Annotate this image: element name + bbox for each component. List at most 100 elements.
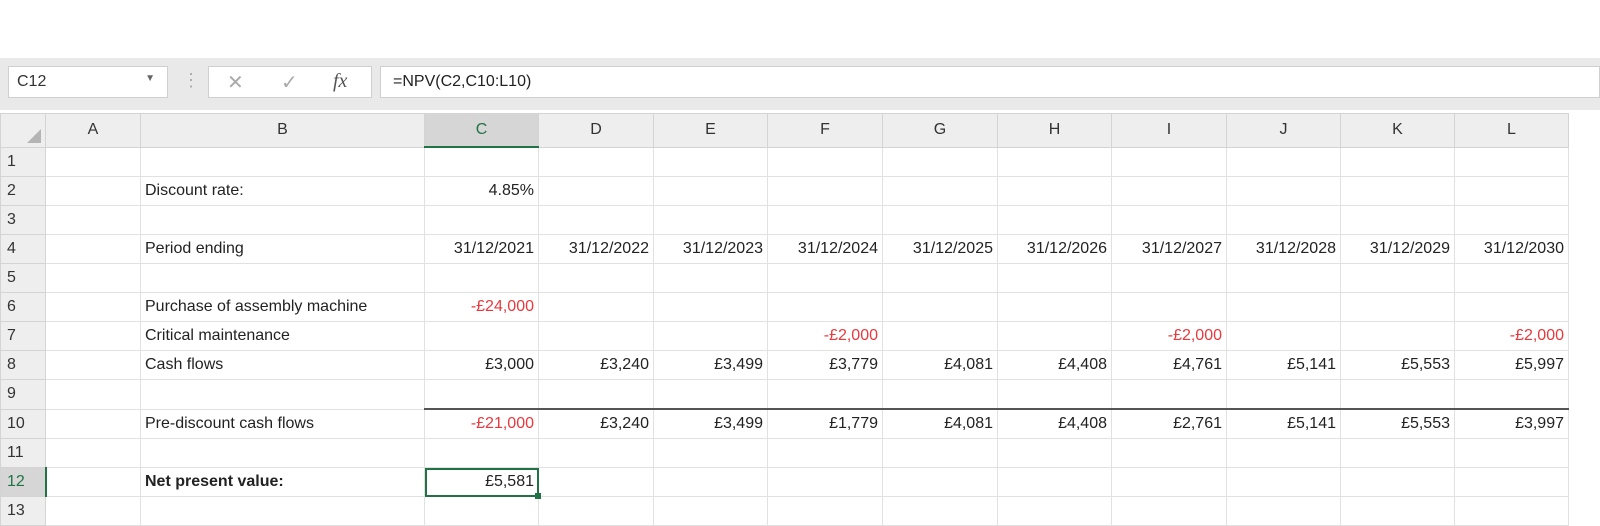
cell-K11[interactable] (1340, 438, 1455, 468)
cell-D5[interactable] (538, 263, 654, 293)
cell-L3[interactable] (1454, 205, 1569, 235)
column-header-A[interactable]: A (45, 113, 141, 148)
row-header[interactable]: 11 (0, 438, 46, 468)
cell-H3[interactable] (997, 205, 1112, 235)
cell-A5[interactable] (45, 263, 141, 293)
check-icon[interactable]: ✓ (281, 72, 298, 94)
row-header[interactable]: 8 (0, 350, 46, 380)
cell-B8[interactable]: Cash flows (140, 350, 425, 380)
cell-L11[interactable] (1454, 438, 1569, 468)
cell-I3[interactable] (1111, 205, 1227, 235)
cell-B5[interactable] (140, 263, 425, 293)
cell-D8[interactable]: £3,240 (538, 350, 654, 380)
cell-J2[interactable] (1226, 176, 1341, 206)
cell-K1[interactable] (1340, 146, 1455, 177)
cell-J12[interactable] (1226, 467, 1341, 497)
cell-D2[interactable] (538, 176, 654, 206)
cell-I2[interactable] (1111, 176, 1227, 206)
cell-J5[interactable] (1226, 263, 1341, 293)
cell-I6[interactable] (1111, 292, 1227, 322)
row-header[interactable]: 12 (0, 467, 47, 497)
cell-H13[interactable] (997, 496, 1112, 526)
cell-G1[interactable] (882, 146, 998, 177)
cell-H2[interactable] (997, 176, 1112, 206)
cell-D11[interactable] (538, 438, 654, 468)
fx-icon[interactable]: fx (333, 70, 348, 92)
cell-C11[interactable] (424, 438, 539, 468)
cell-I8[interactable]: £4,761 (1111, 350, 1227, 380)
cell-G7[interactable] (882, 321, 998, 351)
cell-E1[interactable] (653, 146, 768, 177)
formula-input[interactable]: =NPV(C2,C10:L10) (380, 66, 1600, 98)
cell-I12[interactable] (1111, 467, 1227, 497)
cell-G2[interactable] (882, 176, 998, 206)
cell-H1[interactable] (997, 146, 1112, 177)
cell-L1[interactable] (1454, 146, 1569, 177)
row-header[interactable]: 10 (0, 408, 46, 439)
cell-K2[interactable] (1340, 176, 1455, 206)
cell-K6[interactable] (1340, 292, 1455, 322)
cell-E13[interactable] (653, 496, 768, 526)
cell-I1[interactable] (1111, 146, 1227, 177)
cell-L8[interactable]: £5,997 (1454, 350, 1569, 380)
cell-F4[interactable]: 31/12/2024 (767, 234, 883, 264)
cell-F9[interactable] (767, 379, 883, 410)
cell-E3[interactable] (653, 205, 768, 235)
cell-A2[interactable] (45, 176, 141, 206)
cell-C5[interactable] (424, 263, 539, 293)
cell-E4[interactable]: 31/12/2023 (653, 234, 768, 264)
cell-F1[interactable] (767, 146, 883, 177)
cell-D1[interactable] (538, 146, 654, 177)
row-header[interactable]: 6 (0, 292, 46, 322)
cell-I11[interactable] (1111, 438, 1227, 468)
column-header-D[interactable]: D (538, 113, 654, 148)
cell-L10[interactable]: £3,997 (1454, 408, 1569, 439)
cell-E12[interactable] (653, 467, 768, 497)
cell-H5[interactable] (997, 263, 1112, 293)
cell-C6[interactable]: -£24,000 (424, 292, 539, 322)
cell-F11[interactable] (767, 438, 883, 468)
cell-J10[interactable]: £5,141 (1226, 408, 1341, 439)
cell-H9[interactable] (997, 379, 1112, 410)
cell-C12[interactable]: £5,581 (424, 467, 542, 500)
cell-D13[interactable] (538, 496, 654, 526)
cell-L5[interactable] (1454, 263, 1569, 293)
cell-L4[interactable]: 31/12/2030 (1454, 234, 1569, 264)
cell-L6[interactable] (1454, 292, 1569, 322)
cell-C2[interactable]: 4.85% (424, 176, 539, 206)
cell-A9[interactable] (45, 379, 141, 410)
cell-A4[interactable] (45, 234, 141, 264)
cell-G13[interactable] (882, 496, 998, 526)
cell-L13[interactable] (1454, 496, 1569, 526)
cell-J9[interactable] (1226, 379, 1341, 410)
row-header[interactable]: 13 (0, 496, 46, 526)
row-header[interactable]: 1 (0, 146, 46, 177)
cell-C3[interactable] (424, 205, 539, 235)
cell-J7[interactable] (1226, 321, 1341, 351)
row-header[interactable]: 9 (0, 379, 46, 410)
cell-F3[interactable] (767, 205, 883, 235)
cell-F10[interactable]: £1,779 (767, 408, 883, 439)
cell-F2[interactable] (767, 176, 883, 206)
cell-J4[interactable]: 31/12/2028 (1226, 234, 1341, 264)
cell-D7[interactable] (538, 321, 654, 351)
column-header-K[interactable]: K (1340, 113, 1455, 148)
cell-K9[interactable] (1340, 379, 1455, 410)
cell-B7[interactable]: Critical maintenance (140, 321, 425, 351)
cell-B4[interactable]: Period ending (140, 234, 425, 264)
cell-H11[interactable] (997, 438, 1112, 468)
cell-C1[interactable] (424, 146, 539, 177)
column-header-F[interactable]: F (767, 113, 883, 148)
cell-K5[interactable] (1340, 263, 1455, 293)
cell-C13[interactable] (424, 496, 539, 526)
cell-G12[interactable] (882, 467, 998, 497)
cell-B12[interactable]: Net present value: (140, 467, 425, 497)
cell-F5[interactable] (767, 263, 883, 293)
column-header-L[interactable]: L (1454, 113, 1569, 148)
cell-K12[interactable] (1340, 467, 1455, 497)
cell-B13[interactable] (140, 496, 425, 526)
cell-G10[interactable]: £4,081 (882, 408, 998, 439)
cell-B11[interactable] (140, 438, 425, 468)
cell-I10[interactable]: £2,761 (1111, 408, 1227, 439)
cell-K10[interactable]: £5,553 (1340, 408, 1455, 439)
